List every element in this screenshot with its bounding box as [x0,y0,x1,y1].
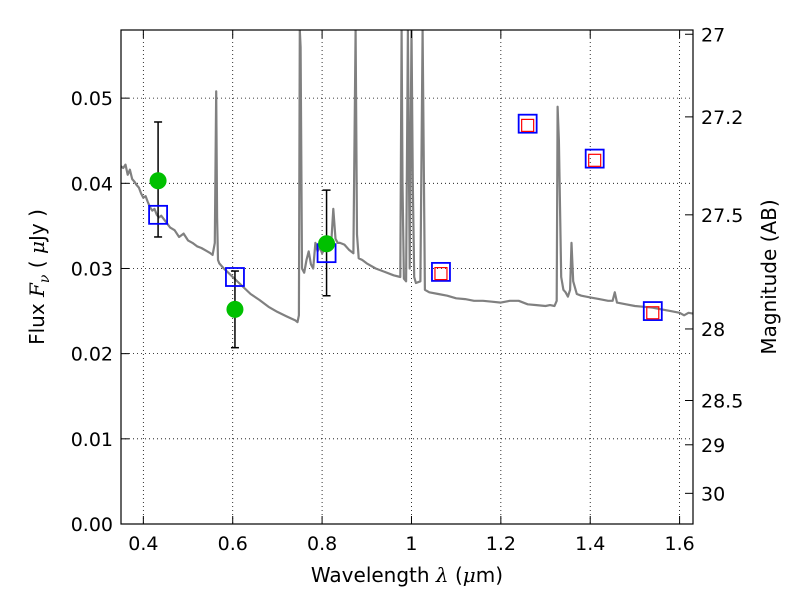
y-axis-label: Flux Fν ( μJy ) [25,209,53,345]
model-band-inner-square [588,153,602,167]
x-tick-label: 1.6 [664,533,694,555]
model-spectrum-line [121,30,693,324]
model-band-square [225,267,245,287]
x-tick-label: 1.4 [575,533,605,555]
x-tick-label: 1 [405,533,417,555]
x-axis: 0.4 0.6 0.8 1 1.2 1.4 1.6 [128,30,695,555]
y-tick-label: 0.01 [71,429,113,451]
right-tick-label: 30 [701,483,725,505]
y-axis-label-right: Magnitude (AB) [757,199,781,354]
right-tick-label: 27.5 [701,205,743,227]
observed-point [149,172,167,190]
y-tick-label: 0.02 [71,344,113,366]
x-tick-label: 1.2 [486,533,516,555]
y-tick-label: 0.04 [71,173,113,195]
x-tick-label: 0.4 [128,533,158,555]
observed-point [318,235,336,253]
plot-area [121,30,693,349]
plot-frame [120,29,694,525]
x-axis-label: Wavelength λ (μm) [311,563,503,587]
x-tick-label: 0.8 [307,533,337,555]
model-band-square [642,301,663,321]
model-band-square [148,204,168,225]
right-tick-label: 27 [701,24,725,46]
right-tick-label: 27.2 [701,107,743,129]
y-axis-right: 27 27.2 27.5 28 28.5 29 30 [685,24,743,505]
model-band-square [431,261,451,282]
y-tick-label: 0.00 [71,514,113,536]
y-axis-left: 0.00 0.01 0.02 0.03 0.04 0.05 [71,88,129,536]
model-band-square [584,148,605,169]
model-band-inner-square [646,306,660,320]
model-band-inner-square [521,118,535,132]
observed-point [226,300,244,318]
y-tick-label: 0.05 [71,88,113,110]
x-tick-label: 0.6 [218,533,248,555]
right-tick-label: 28 [701,319,725,341]
model-band-square [517,113,538,134]
y-tick-label: 0.03 [71,258,113,280]
model-band-inner-square [434,266,448,281]
right-tick-label: 28.5 [701,391,743,413]
right-tick-label: 29 [701,435,725,457]
